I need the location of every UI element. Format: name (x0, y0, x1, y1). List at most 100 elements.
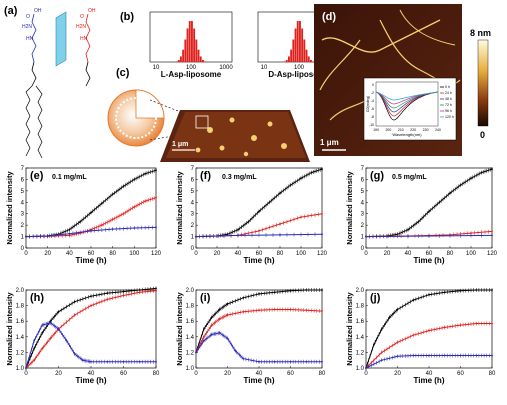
y-tick-label: 5 (21, 189, 25, 195)
panel-label-i: (i) (200, 292, 211, 304)
group-label: H2N (76, 24, 86, 30)
colorbar-bottom-label: 0 (480, 130, 485, 140)
data-point (491, 168, 493, 171)
data-point (388, 316, 391, 319)
data-point (46, 235, 49, 237)
x-tick-label: 20 (214, 251, 221, 257)
data-point (144, 200, 147, 203)
data-point (470, 177, 472, 180)
histogram-bar (285, 59, 288, 62)
data-point (122, 212, 125, 215)
data-point (100, 224, 103, 227)
cd-legend-entry: 24 h (445, 91, 452, 95)
cd-legend-entry: 96 h (445, 109, 452, 113)
data-point (122, 290, 125, 293)
x-tick-label: 60 (88, 251, 95, 257)
y-axis-label: Normalized intensity (175, 171, 184, 245)
panel-label-b: (b) (120, 11, 134, 23)
y-tick-label: 7 (191, 166, 195, 172)
data-point (68, 232, 71, 235)
data-point (57, 310, 60, 313)
cd-ytick: -4 (371, 99, 374, 103)
series-line (365, 168, 493, 238)
y-tick-label: 6 (361, 177, 365, 183)
y-tick-label: 6 (191, 177, 195, 183)
histogram-bar (303, 39, 306, 62)
data-point (396, 308, 399, 311)
y-tick-label: 1.4 (356, 335, 365, 341)
y-tick-label: 1.2 (186, 350, 195, 356)
cd-curve (375, 91, 439, 109)
data-point (73, 300, 76, 303)
molecule-right: OH O H2N HN (76, 8, 96, 87)
data-point (443, 354, 446, 357)
x-tick-label: 20 (394, 371, 401, 377)
histogram-bar (199, 56, 202, 62)
data-point (289, 289, 292, 292)
data-point (268, 201, 271, 204)
data-point (459, 184, 462, 187)
afm-surface-c: 1 μm (160, 110, 310, 162)
y-tick-label: 2 (191, 223, 195, 229)
x-tick-label: 0 (24, 371, 28, 377)
histogram-bar (301, 28, 304, 62)
group-label: HN (26, 36, 34, 42)
group-label: H2N (22, 24, 32, 30)
x-tick-label: 80 (109, 251, 116, 257)
data-point (372, 343, 375, 346)
x-tick-label: 20 (224, 371, 231, 377)
y-tick-label: 2 (21, 223, 25, 229)
data-point (242, 296, 245, 299)
data-point (475, 289, 478, 291)
data-point (202, 328, 205, 330)
histogram-bar (310, 59, 312, 62)
data-point (412, 354, 415, 357)
x-tick-label: 60 (457, 371, 464, 377)
data-point (321, 233, 323, 236)
data-point (258, 229, 260, 232)
data-point (300, 216, 302, 219)
data-point (144, 172, 147, 175)
data-point (111, 218, 114, 221)
cd-curve (375, 91, 439, 117)
chart-panel-i: (i) 0 20 40 60 80 1.0 1.2 1.4 1.6 1.8 2.0 Time (h) No… (175, 288, 326, 385)
data-point (25, 235, 27, 238)
cd-ylabel: CD(mdeg) (366, 96, 370, 112)
histogram-bar (175, 61, 178, 62)
data-point (428, 293, 430, 296)
data-point (380, 359, 383, 362)
panel-label-f: (f) (200, 170, 211, 182)
x-tick-label: 0 (194, 251, 198, 257)
data-point (90, 229, 92, 232)
data-point (242, 310, 245, 313)
y-tick-label: 4 (361, 200, 365, 206)
cd-xtick: 230 (423, 128, 429, 132)
y-tick-label: 1.2 (356, 350, 365, 356)
data-point (289, 308, 292, 311)
chart-panel-j: (j) 0 20 40 60 80 1.0 1.2 1.4 1.6 1.8 2.0 Time (h) No… (345, 288, 496, 385)
data-point (491, 289, 493, 291)
data-point (90, 295, 92, 298)
data-point (417, 220, 420, 223)
y-tick-label: 1.6 (16, 319, 25, 325)
x-axis-label: Time (h) (244, 376, 275, 385)
cd-legend-entry: 0 h (445, 85, 450, 89)
y-axis-label: Normalized intensity (5, 171, 14, 245)
series (195, 232, 323, 239)
data-point (226, 233, 229, 236)
y-tick-label: 7 (21, 166, 25, 172)
y-tick-label: 1.0 (356, 366, 365, 372)
series-line (25, 169, 157, 238)
data-point (470, 232, 472, 235)
cd-xtick: 220 (410, 128, 416, 132)
group-label: O (26, 14, 30, 20)
data-point (155, 289, 157, 292)
histogram-tick-label: 100 (186, 65, 197, 71)
cd-ytick: -2 (371, 91, 374, 95)
x-tick-label: 60 (256, 251, 263, 257)
x-tick-label: 40 (426, 371, 433, 377)
data-point (122, 185, 125, 188)
histogram-bar (312, 61, 315, 62)
data-point (412, 299, 415, 302)
data-point (258, 309, 260, 312)
